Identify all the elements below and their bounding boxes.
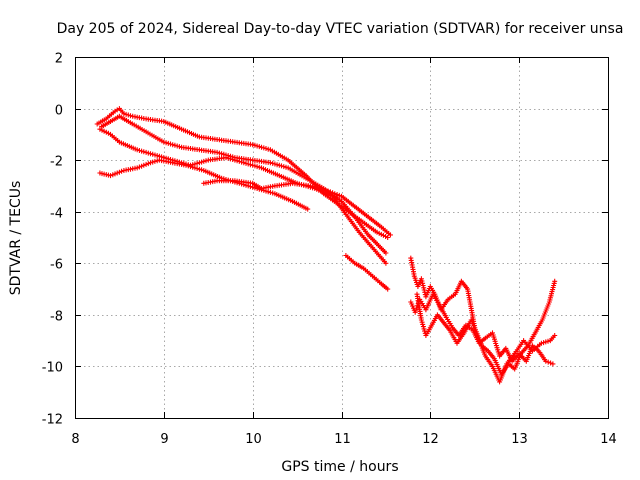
data-point: [420, 324, 426, 330]
data-point: [141, 149, 147, 155]
data-point: [203, 158, 209, 164]
data-point: [194, 166, 200, 171]
data-point: [119, 168, 125, 174]
series-track-8: [408, 291, 556, 367]
data-point: [152, 158, 158, 164]
series-track-9: [414, 291, 558, 385]
data-point: [259, 144, 264, 150]
x-tick-label: 14: [600, 432, 617, 447]
y-tick-label: -6: [50, 258, 63, 273]
data-point: [545, 338, 551, 344]
x-tick-label: 12: [422, 432, 439, 447]
data-point: [172, 142, 178, 148]
data-series: [94, 106, 558, 385]
data-point: [305, 206, 311, 212]
data-point: [419, 278, 425, 284]
data-point: [214, 149, 220, 155]
data-point: [543, 358, 549, 364]
data-point: [141, 162, 147, 168]
y-tick-label: -12: [42, 413, 63, 428]
data-point: [108, 173, 113, 179]
data-point: [150, 151, 156, 157]
data-point: [421, 287, 427, 293]
data-point: [332, 191, 338, 197]
x-tick-label: 8: [71, 432, 79, 447]
x-tick-label: 9: [160, 432, 168, 447]
series-track-4: [97, 157, 311, 212]
series-track-5: [201, 178, 393, 238]
data-point: [550, 361, 556, 367]
y-tick-label: 2: [55, 52, 63, 67]
data-point: [552, 278, 558, 284]
x-tick-label: 13: [511, 432, 528, 447]
data-point: [194, 160, 200, 166]
data-point: [385, 286, 391, 292]
series-line: [410, 257, 556, 375]
x-axis-label: GPS time / hours: [281, 459, 398, 475]
data-point: [383, 250, 389, 256]
data-point: [321, 187, 327, 193]
data-point: [310, 184, 316, 190]
data-point: [161, 139, 167, 145]
x-tick-label: 11: [334, 432, 351, 447]
y-tick-label: -2: [50, 155, 63, 170]
data-point: [552, 333, 558, 338]
data-point: [545, 359, 551, 365]
data-point: [279, 163, 284, 169]
data-point: [267, 189, 273, 195]
data-point: [183, 162, 189, 168]
y-axis-label: SDTVAR / TECUs: [8, 181, 24, 296]
grid-lines: [75, 57, 608, 418]
y-tick-label: -10: [42, 361, 63, 376]
y-tick-label: 0: [55, 104, 63, 119]
chart-title: Day 205 of 2024, Sidereal Day-to-day VTE…: [57, 21, 624, 37]
data-point: [236, 158, 242, 164]
x-tick-label: 10: [245, 432, 262, 447]
data-point: [267, 160, 273, 166]
axis-ticks: 8 9 10 11 12 13 14 2 0 -2 -4 -6 -8 -10 -12: [42, 52, 617, 448]
data-point: [383, 260, 389, 266]
series-track-3: [97, 126, 389, 266]
series-track-1: [94, 106, 391, 240]
data-point: [247, 162, 253, 168]
data-point: [387, 232, 393, 238]
data-point: [420, 283, 426, 288]
data-point: [548, 360, 554, 366]
data-point: [225, 155, 231, 161]
series-track-6: [343, 253, 391, 292]
data-point: [385, 235, 391, 240]
y-tick-label: -4: [50, 207, 63, 222]
y-tick-label: -8: [50, 310, 63, 325]
